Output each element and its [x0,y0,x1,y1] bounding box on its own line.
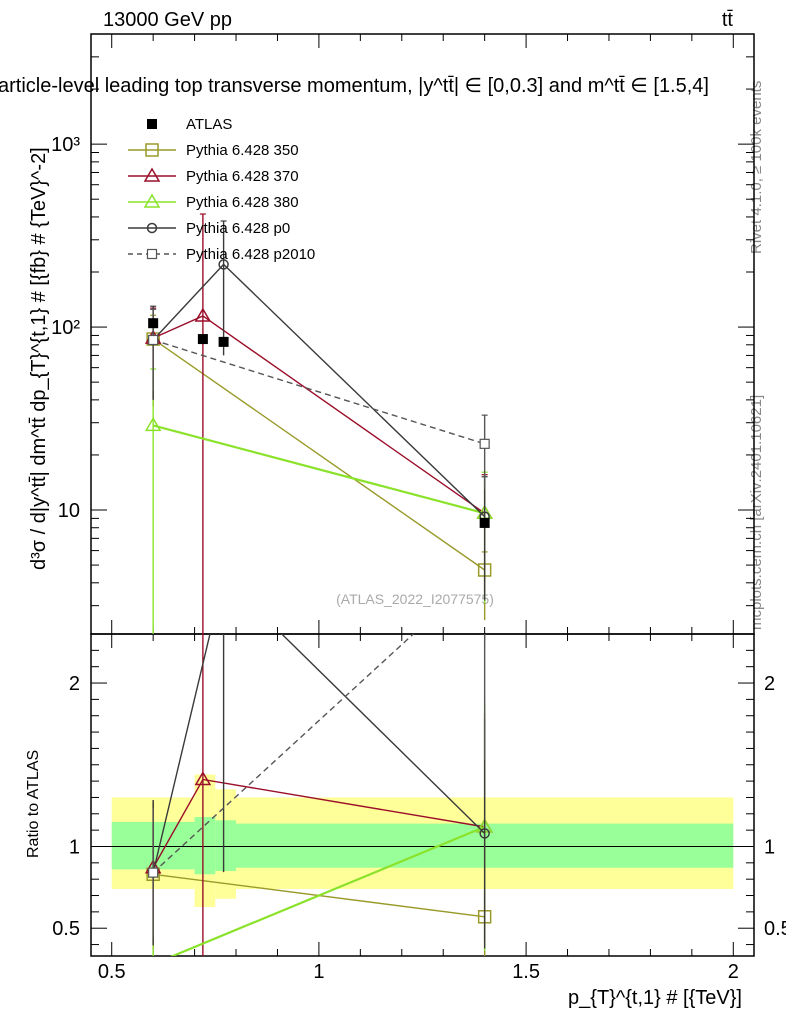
header-energy: 13000 GeV pp [103,9,232,31]
tick-labels: 0.5 1 1.5 2 10 10² 10³ 0.5 0.5 1 1 2 2 [51,134,786,983]
ratio-tick-label: 1 [69,836,80,858]
x-tick-label: 1 [313,961,324,983]
legend-label-p2010: Pythia 6.428 p2010 [186,246,315,263]
ratio-tick-label-right: 1 [764,836,775,858]
point-p380 [144,416,162,432]
ratio-point-p0 [219,572,228,581]
legend-label-p350: Pythia 6.428 350 [186,142,299,159]
ratio-plot-area [91,572,754,956]
ratio-tick-label: 0.5 [52,918,80,940]
header-process: tt̄ [722,9,734,31]
series-line-p380 [152,424,485,515]
x-tick-label: 1.5 [512,961,540,983]
y-tick-label: 10² [51,317,80,339]
point-p2010 [148,334,159,346]
legend: ATLAS Pythia 6.428 350 Pythia 6.428 370 Pyt… [128,116,315,263]
atlas-point [197,334,208,345]
legend-label-p380: Pythia 6.428 380 [186,194,299,211]
main-plot-area [144,213,493,634]
y-tick-label: 10 [58,500,80,522]
ratio-point-p2010 [148,867,159,878]
legend-label-p370: Pythia 6.428 370 [186,168,299,185]
rivet-label: Rivet 4.1.0, ≥ 100k events [748,81,765,254]
legend-marker-p370 [143,167,161,182]
ratio-point-p0 [479,828,490,839]
ratio-tick-label: 2 [69,673,80,695]
plot-title: article-level leading top transverse mom… [0,75,709,97]
ratio-line-p2010 [152,634,415,874]
legend-marker-p2010 [146,248,158,260]
band-inner-2 [215,820,237,872]
ratio-tick-label-right: 2 [764,673,775,695]
analysis-watermark: (ATLAS_2022_I2077575) [336,591,494,607]
legend-marker-atlas [147,119,157,129]
legend-label-p0: Pythia 6.428 p0 [186,220,290,237]
y-axis-label: d³σ / d|y^tt̄| dm^tt̄ dp_{T}^{t,1} # [{f… [28,147,50,570]
ratio-axis-label: Ratio to ATLAS [25,750,42,858]
legend-marker-p380 [143,193,161,208]
series-line-p2010 [152,339,485,445]
ratio-tick-label-right: 0.5 [764,918,786,940]
ratio-frame [90,633,755,957]
legend-label-atlas: ATLAS [186,116,232,133]
ratio-line-p380 [170,825,486,956]
atlas-point [148,318,159,329]
x-tick-label: 2 [728,961,739,983]
series-line-p350 [152,338,486,571]
point-p2010 [479,438,490,449]
point-p370 [194,307,212,322]
legend-marker-p350 [145,143,159,157]
band-inner-1 [194,817,216,875]
ratio-uncertainty-bands [111,774,734,907]
ratio-point-p380 [152,955,154,956]
x-tick-label: 0.5 [98,961,126,983]
legend-marker-p0 [146,222,158,234]
mcplots-label: mcplots.cern.ch [arXiv:2401.10621] [748,395,765,630]
ratio-line-p0 [152,634,486,873]
x-axis-label: p_{T}^{t,1} # [{TeV}] [568,987,742,1009]
y-tick-label: 10³ [51,134,80,156]
atlas-point [218,336,229,347]
ratio-point-p370 [194,770,212,786]
point-p0 [218,259,229,270]
atlas-point [479,517,490,528]
